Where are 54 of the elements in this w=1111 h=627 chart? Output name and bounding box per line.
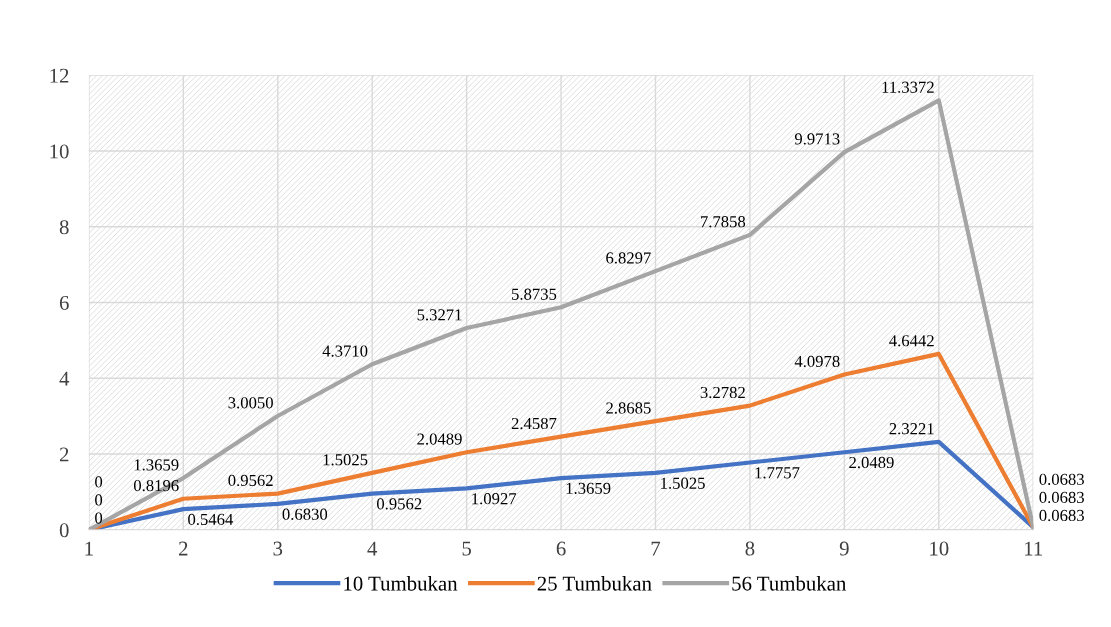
x-tick-label: 5 xyxy=(462,541,472,556)
x-tick-label: 6 xyxy=(556,541,566,556)
data-label: 2.0489 xyxy=(849,456,894,469)
data-label: 1.3659 xyxy=(566,482,611,495)
data-label: 0 xyxy=(95,512,103,524)
y-tick-label: 10 xyxy=(50,144,69,159)
data-label: 6.8297 xyxy=(606,252,651,264)
data-label: 1.5025 xyxy=(323,454,368,466)
data-label: 0.5464 xyxy=(188,513,234,526)
data-label: 0.8196 xyxy=(133,479,179,492)
y-tick-label: 6 xyxy=(59,295,69,310)
x-tick-label: 9 xyxy=(839,541,849,556)
y-tick-label: 2 xyxy=(59,447,69,462)
data-label: 1.5025 xyxy=(661,477,705,489)
data-label: 1.7757 xyxy=(755,467,800,479)
y-tick-label: 0 xyxy=(59,523,69,538)
data-label: 0 xyxy=(95,476,103,488)
legend-label: 25 Tumbukan xyxy=(537,575,652,591)
y-tick-label: 4 xyxy=(59,371,70,386)
data-label: 0.0683 xyxy=(1039,509,1084,522)
x-tick-label: 8 xyxy=(745,541,755,556)
data-label: 0 xyxy=(95,494,103,506)
data-label: 3.0050 xyxy=(228,397,273,409)
y-tick-label: 12 xyxy=(50,68,69,83)
data-label: 2.4587 xyxy=(511,417,557,430)
data-label: 7.7858 xyxy=(701,216,746,228)
x-tick-label: 1 xyxy=(85,541,93,556)
data-label: 0.9562 xyxy=(228,474,273,487)
data-label: 5.3271 xyxy=(417,309,462,321)
y-tick-label: 8 xyxy=(59,220,69,235)
x-tick-label: 10 xyxy=(930,541,949,556)
data-label: 9.9713 xyxy=(794,133,840,145)
x-tick-label: 11 xyxy=(1025,541,1043,556)
legend-label: 56 Tumbukan xyxy=(732,575,847,591)
data-label: 11.3372 xyxy=(882,81,934,93)
data-label: 1.0927 xyxy=(472,493,517,505)
data-label: 4.3710 xyxy=(322,345,368,357)
data-label: 2.8685 xyxy=(606,402,651,414)
data-label: 0.0683 xyxy=(1039,473,1084,486)
data-label: 1.3659 xyxy=(134,459,179,471)
x-tick-label: 4 xyxy=(367,541,378,556)
data-label: 5.8735 xyxy=(512,288,557,300)
legend-label: 10 Tumbukan xyxy=(344,575,458,591)
data-label: 0.9562 xyxy=(376,498,422,510)
data-label: 4.6442 xyxy=(889,335,934,347)
data-label: 0.6830 xyxy=(282,508,328,520)
x-tick-label: 7 xyxy=(651,541,661,556)
x-tick-label: 3 xyxy=(273,541,283,556)
data-label: 3.2782 xyxy=(700,386,745,399)
x-tick-label: 2 xyxy=(179,541,188,556)
data-label: 0.0683 xyxy=(1039,491,1084,504)
data-label: 2.0489 xyxy=(417,433,462,445)
data-label: 2.3221 xyxy=(889,423,934,435)
data-label: 4.0978 xyxy=(794,355,840,368)
